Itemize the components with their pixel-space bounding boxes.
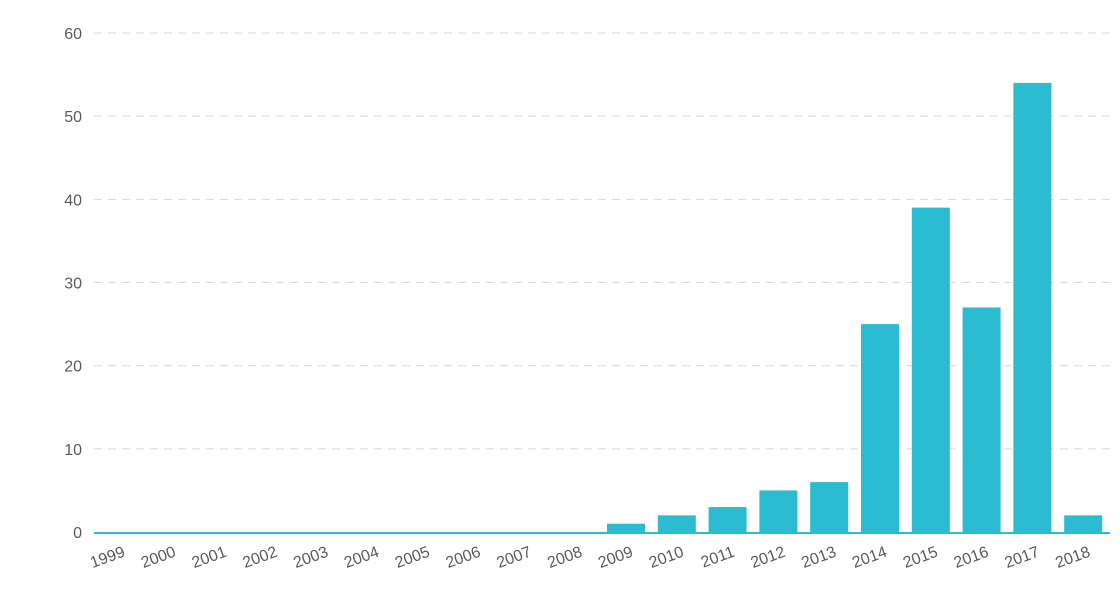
bar-2014 [861,324,899,532]
bar-2016 [962,307,1001,532]
y-axis-ticks: 0 10 20 30 40 50 60 [64,26,82,542]
gridlines [94,32,1110,450]
y-tick-label: 60 [64,26,82,43]
bar-2012 [759,490,798,532]
x-tick-label: 2000 [139,544,178,572]
y-tick-label: 50 [64,109,82,126]
x-tick-label: 1999 [88,544,127,572]
y-tick-label: 20 [64,359,82,376]
x-tick-label: 2014 [850,544,889,572]
x-tick-label: 2017 [1003,544,1042,572]
x-axis-ticks: 1999 2000 2001 2002 2003 2004 2005 2006 2007 2008… [88,544,1093,572]
bars [607,82,1103,533]
x-tick-label: 2016 [952,544,991,572]
x-tick-label: 2002 [241,544,280,572]
x-tick-label: 2012 [749,544,788,572]
y-tick-label: 30 [64,276,82,293]
bar-2009 [607,523,645,532]
x-tick-label: 2008 [545,544,584,572]
x-tick-label: 2010 [647,544,686,572]
bar-2013 [810,482,849,532]
x-tick-label: 2009 [596,544,635,572]
y-tick-label: 40 [64,192,82,209]
bar-2015 [911,207,950,532]
x-tick-label: 2013 [799,544,838,572]
y-tick-label: 10 [64,442,82,459]
x-tick-label: 2003 [291,544,330,572]
x-tick-label: 2005 [393,544,432,572]
x-tick-label: 2007 [495,544,534,572]
bar-2018 [1064,515,1103,532]
x-tick-label: 2018 [1053,544,1092,572]
x-tick-label: 2015 [901,544,940,572]
y-tick-label: 0 [73,525,82,542]
bar-2017 [1013,82,1052,533]
x-tick-label: 2001 [190,544,229,572]
x-tick-label: 2004 [342,544,381,572]
bar-2011 [708,507,747,532]
x-tick-label: 2011 [699,544,737,572]
x-tick-label: 2006 [444,544,483,572]
bar-2010 [657,515,696,532]
